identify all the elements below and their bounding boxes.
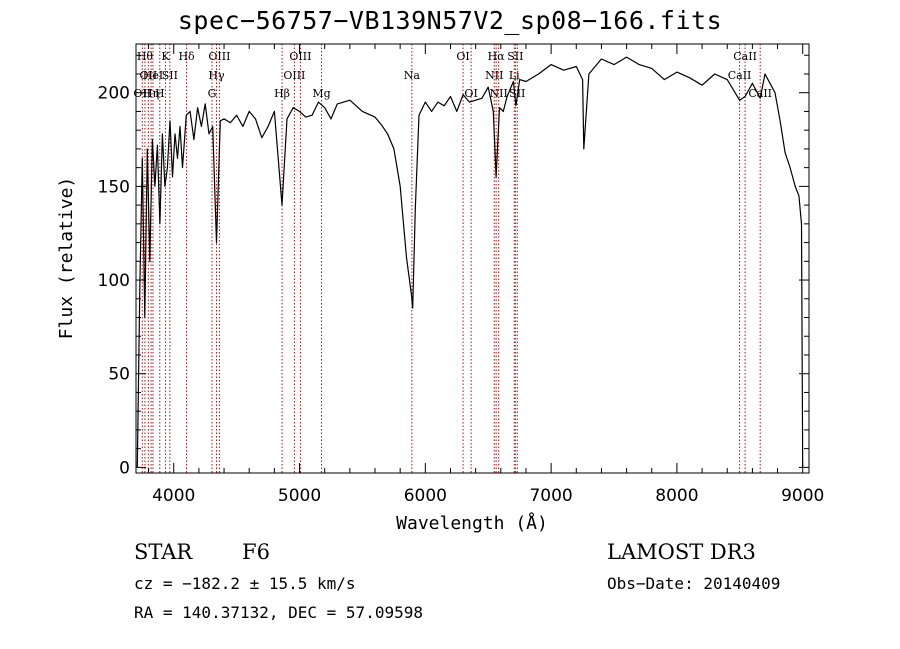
x-tick-label-2: 6000 — [404, 486, 447, 506]
y-tick-label-1: 50 — [108, 365, 130, 385]
y-tick-label-3: 150 — [98, 177, 130, 197]
line-marker-label-21: NII — [490, 87, 508, 100]
line-marker-label-27: CaII — [748, 87, 772, 100]
line-marker-label-7: SII — [162, 69, 178, 82]
line-marker-label-25: CaII — [728, 69, 752, 82]
line-marker-label-1: Hθ — [137, 50, 154, 63]
line-marker-label-2: OII — [139, 69, 157, 82]
chart-title: spec−56757−VB139N57V2_sp08−166.fits — [177, 6, 723, 35]
x-tick-label-0: 4000 — [152, 486, 195, 506]
line-marker-label-15: Mg — [312, 87, 330, 100]
line-marker-label-22: Li — [509, 69, 520, 82]
x-tick-label-5: 9000 — [781, 486, 824, 506]
y-axis-label: Flux (relative) — [56, 177, 77, 340]
line-marker-label-10: Hγ — [208, 69, 225, 82]
line-marker-label-13: OIII — [283, 69, 305, 82]
line-marker-label-9: G — [208, 87, 217, 100]
object-subclass: F6 — [242, 540, 270, 564]
line-marker-label-19: NII — [485, 69, 503, 82]
line-marker-label-14: OIII — [289, 50, 311, 63]
line-marker-label-6: K — [161, 50, 170, 63]
line-marker-label-23: SII — [507, 50, 523, 63]
line-markers — [141, 44, 761, 473]
x-tick-label-3: 7000 — [529, 486, 572, 506]
y-tick-label-4: 200 — [98, 84, 130, 104]
line-marker-label-17: OI — [456, 50, 469, 63]
survey-name: LAMOST DR3 — [607, 540, 756, 564]
line-marker-label-20: Hα — [488, 50, 506, 63]
x-tick-label-4: 8000 — [655, 486, 698, 506]
x-axis-label: Wavelength (Å) — [396, 512, 548, 534]
line-marker-label-12: Hβ — [274, 87, 290, 100]
object-class: STAR — [134, 540, 193, 564]
line-marker-labels: OIIHθOIIHηHeIHKSIIHδGHγOIIIHβOIIIOIIIMgN… — [133, 50, 772, 100]
line-marker-label-0: OII — [133, 87, 151, 100]
y-tick-label-2: 100 — [98, 271, 130, 291]
ra-dec-coordinates: RA = 140.37132, DEC = 57.09598 — [134, 603, 423, 622]
line-marker-label-16: Na — [404, 69, 421, 82]
line-marker-label-8: Hδ — [178, 50, 195, 63]
axes-ticks: 4000 5000 6000 7000 8000 9000 0 50 100 150 200 — [98, 44, 824, 506]
x-tick-label-1: 5000 — [278, 486, 321, 506]
redshift-velocity: cz = −182.2 ± 15.5 km/s — [134, 574, 356, 593]
line-marker-label-5: H — [155, 87, 165, 100]
line-marker-label-3: Hη — [143, 87, 159, 100]
observation-date: Obs−Date: 20140409 — [607, 574, 781, 593]
line-marker-label-4: HeI — [143, 69, 163, 82]
plot-frame — [135, 43, 810, 474]
line-marker-label-11: OIII — [208, 50, 230, 63]
y-tick-label-0: 0 — [119, 458, 130, 478]
line-marker-label-18: OI — [464, 87, 477, 100]
spectrum-series-0 — [136, 56, 804, 468]
line-marker-label-26: CaII — [733, 50, 757, 63]
series-group — [136, 56, 804, 468]
